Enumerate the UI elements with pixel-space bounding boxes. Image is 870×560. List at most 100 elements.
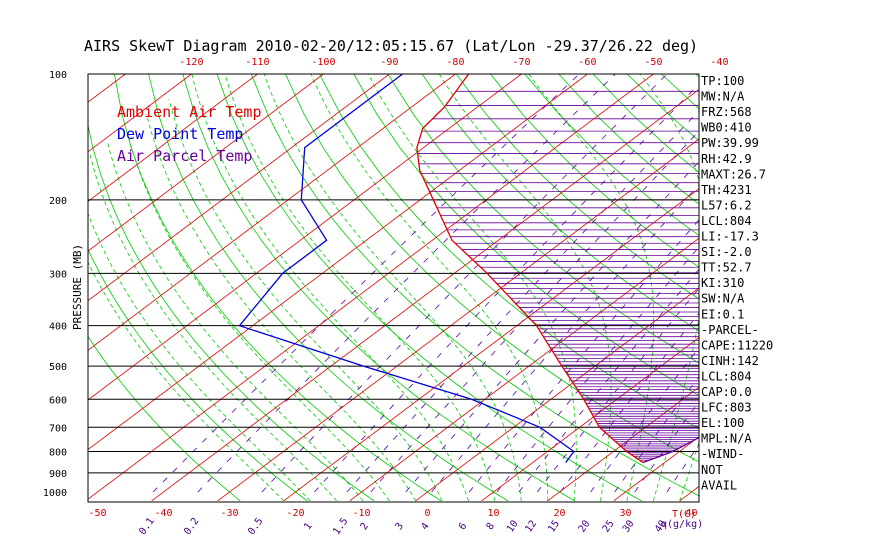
top-temp-tick-label: -100 [311, 57, 335, 68]
isotherm-line [88, 74, 588, 451]
index-item: L57:6.2 [701, 198, 752, 212]
dry-adiabat-line [867, 74, 870, 501]
index-item: RH:42.9 [701, 152, 752, 166]
mixing-ratio-tick-label: 1.5 [331, 516, 350, 537]
isotherm-line [283, 188, 699, 502]
mixing-ratio-tick-label: 25 [601, 518, 617, 534]
moist-adiabat-line [263, 74, 522, 501]
bottom-temp-tick-label: 40 [685, 508, 697, 519]
mixing-ratio-line [431, 184, 699, 493]
index-item: LI:-17.3 [701, 230, 759, 244]
bottom-temp-tick-label: -50 [88, 508, 106, 519]
grid-lines [0, 74, 870, 502]
mixing-ratio-tick-label: 12 [523, 518, 539, 534]
dry-adiabat-line [421, 74, 699, 332]
dry-adiabat-line [490, 74, 699, 268]
dry-adiabat-line [455, 74, 699, 300]
mixing-ratio-tick-label: 1 [302, 521, 314, 532]
isotherm-line [88, 74, 324, 252]
index-item: EL:100 [701, 416, 744, 430]
mixing-ratio-line [468, 219, 699, 493]
mixing-ratio-tick-label: 0.2 [182, 516, 201, 537]
moist-adiabat-line [679, 441, 699, 502]
index-item: TP:100 [701, 74, 744, 88]
pressure-tick-label: 100 [49, 70, 67, 81]
index-item: CAP:0.0 [701, 385, 752, 399]
y-axis-label: PRESSURE (MB) [71, 244, 84, 330]
series-line-dew-point-temp [238, 74, 575, 463]
cape-hatch [417, 90, 699, 463]
dry-adiabat-line [319, 74, 699, 430]
index-item: CAPE:11220 [701, 338, 773, 352]
isotherm-line [812, 74, 870, 501]
bottom-temp-tick-label: 0 [424, 508, 430, 519]
isobars [88, 199, 699, 474]
isotherm-line [88, 74, 192, 153]
isotherm-line [151, 88, 699, 502]
mixing-ratio-tick-label: 3 [394, 521, 406, 532]
index-item: -WIND- [701, 447, 744, 461]
bottom-temp-tick-label: 10 [487, 508, 499, 519]
mixing-ratio-line [370, 130, 699, 493]
index-item: CINH:142 [701, 354, 759, 368]
mixing-ratio-tick-label: 0.1 [137, 516, 156, 537]
mixing-ratio-tick-label: 20 [577, 518, 593, 534]
index-item: SI:-2.0 [701, 245, 752, 259]
dry-adiabat-line [216, 74, 642, 502]
pressure-tick-label: 200 [49, 196, 67, 207]
top-temp-tick-label: -90 [380, 57, 398, 68]
mixing-ratio-tick-label: 0.5 [246, 516, 265, 537]
isotherm-line [88, 74, 654, 500]
index-item: WB0:410 [701, 121, 752, 135]
dry-adiabat-line [798, 74, 870, 501]
top-temperature-axis: -120 -110 -100 -90 -80 -70 -60 -50 -40 [179, 57, 728, 68]
moist-adiabat-line [639, 74, 699, 502]
moist-adiabat-line [146, 114, 417, 502]
isotherm-line [746, 74, 870, 501]
mixing-ratio-line [346, 110, 699, 493]
moist-adiabat-line [88, 261, 284, 502]
bottom-temp-tick-label: -30 [220, 508, 238, 519]
pressure-axis: 100 200 300 400 500 600 700 800 900 1000 [43, 70, 67, 499]
bottom-temp-tick-label: -20 [286, 508, 304, 519]
bottom-temp-tick-label: -40 [154, 508, 172, 519]
bottom-temp-tick-label: 20 [553, 508, 565, 519]
isotherm-line [217, 138, 699, 502]
mixing-ratio-tick-label: 15 [546, 518, 562, 534]
isotherm-line [481, 336, 699, 502]
bottom-temp-tick-label: 30 [619, 508, 631, 519]
plot-background [88, 74, 699, 502]
legend-entry: Dew Point Temp [117, 125, 243, 143]
pressure-tick-label: 700 [49, 423, 67, 434]
isotherm-line [547, 386, 699, 502]
legend-entry: Ambient Air Temp [117, 103, 262, 121]
index-item: MW:N/A [701, 90, 745, 104]
top-temp-tick-label: -120 [179, 57, 203, 68]
top-temp-tick-label: -80 [446, 57, 464, 68]
dry-adiabat-line [387, 74, 699, 364]
isotherms [0, 74, 870, 502]
series-line-ambient-air-temp [416, 74, 644, 464]
index-item: KI:310 [701, 276, 744, 290]
pressure-tick-label: 1000 [43, 488, 67, 499]
dry-adiabat-line [832, 74, 870, 501]
isotherm-line [0, 74, 59, 501]
index-item: SW:N/A [701, 292, 745, 306]
pressure-tick-label: 900 [49, 469, 67, 480]
moist-adiabat-line [310, 74, 549, 501]
index-item: EI:0.1 [701, 307, 744, 321]
mixing-ratio-tick-label: 6 [457, 521, 469, 532]
bottom-temp-tick-label: -10 [352, 508, 370, 519]
dry-adiabat-line [764, 74, 870, 501]
index-item: TH:4231 [701, 183, 752, 197]
legend: Ambient Air Temp Dew Point Temp Air Parcel… [117, 103, 262, 165]
index-item: AVAIL [701, 478, 737, 492]
legend-entry: Air Parcel Temp [117, 147, 252, 165]
dry-adiabat-line [182, 74, 576, 502]
isotherm-line [349, 237, 699, 502]
moist-adiabat-line [168, 99, 443, 502]
pressure-tick-label: 400 [49, 322, 67, 333]
moist-adiabat-line [88, 212, 311, 502]
mixing-ratio-tick-label: 10 [505, 518, 521, 534]
